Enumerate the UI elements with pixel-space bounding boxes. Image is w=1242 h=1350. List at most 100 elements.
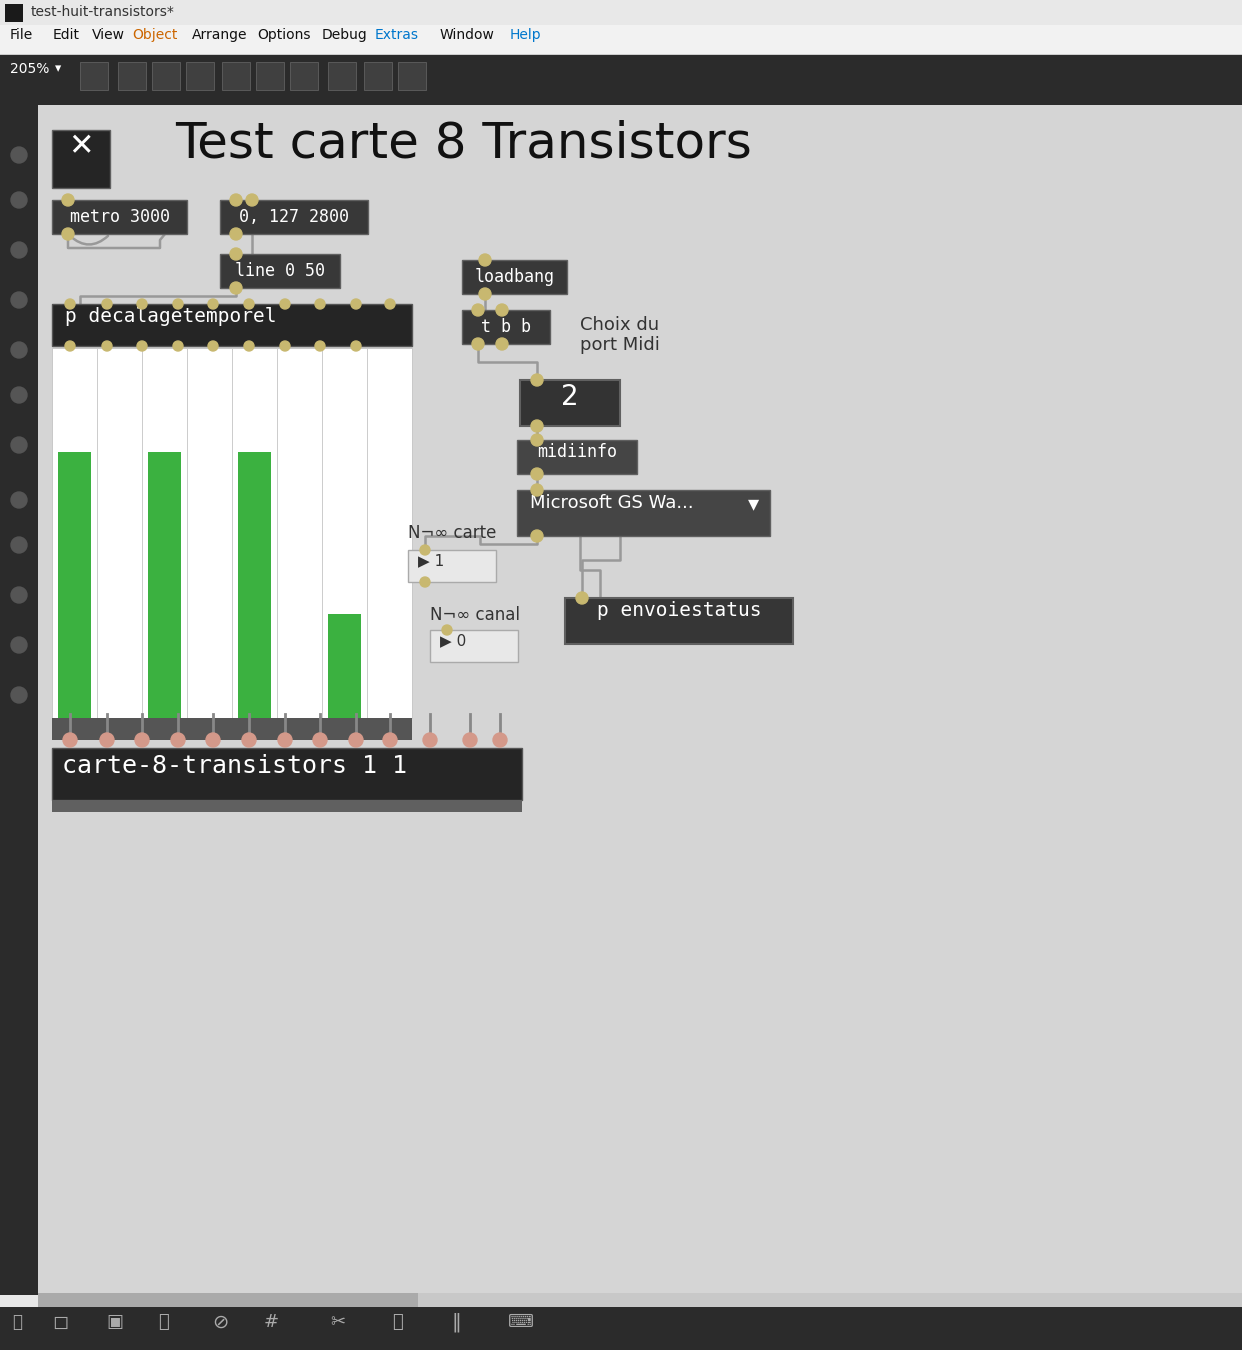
- Circle shape: [385, 298, 395, 309]
- Bar: [0, 26, 1242, 55]
- Circle shape: [313, 733, 327, 747]
- Circle shape: [65, 298, 75, 309]
- Text: 🔒: 🔒: [12, 1314, 22, 1331]
- Circle shape: [532, 485, 543, 495]
- Circle shape: [424, 733, 437, 747]
- Text: p envoiestatus: p envoiestatus: [596, 601, 761, 620]
- Bar: [237, 452, 271, 718]
- Text: 2: 2: [561, 383, 579, 410]
- Text: Object: Object: [132, 28, 178, 42]
- Text: line 0 50: line 0 50: [235, 262, 325, 279]
- Circle shape: [11, 147, 27, 163]
- Bar: [5, 4, 24, 22]
- Circle shape: [11, 387, 27, 404]
- Bar: [565, 598, 792, 644]
- Circle shape: [420, 545, 430, 555]
- Circle shape: [11, 242, 27, 258]
- Bar: [256, 62, 284, 90]
- Text: port Midi: port Midi: [580, 336, 660, 354]
- Circle shape: [243, 298, 255, 309]
- Text: ▶ 0: ▶ 0: [440, 633, 466, 648]
- Text: ▾: ▾: [55, 62, 61, 76]
- Bar: [220, 200, 368, 234]
- Text: #: #: [265, 1314, 279, 1331]
- Bar: [462, 310, 550, 344]
- Bar: [148, 533, 181, 718]
- Circle shape: [62, 194, 75, 207]
- Circle shape: [11, 491, 27, 508]
- Circle shape: [171, 733, 185, 747]
- Bar: [52, 801, 522, 811]
- Circle shape: [102, 298, 112, 309]
- Bar: [57, 452, 92, 718]
- Circle shape: [230, 228, 242, 240]
- Text: p decalagetemporel: p decalagetemporel: [65, 306, 277, 325]
- Circle shape: [532, 468, 543, 481]
- Text: N¬∞ canal: N¬∞ canal: [430, 606, 520, 624]
- Circle shape: [102, 342, 112, 351]
- Bar: [39, 1293, 1242, 1307]
- Text: File: File: [10, 28, 34, 42]
- Text: 205%: 205%: [10, 62, 50, 76]
- Circle shape: [63, 733, 77, 747]
- Circle shape: [279, 342, 289, 351]
- Circle shape: [11, 587, 27, 603]
- Circle shape: [242, 733, 256, 747]
- Text: Debug: Debug: [322, 28, 368, 42]
- Circle shape: [351, 298, 361, 309]
- Bar: [52, 304, 412, 346]
- Circle shape: [11, 292, 27, 308]
- Bar: [39, 1293, 419, 1307]
- Bar: [186, 62, 214, 90]
- Circle shape: [11, 342, 27, 358]
- Text: carte-8-transistors 1 1: carte-8-transistors 1 1: [62, 755, 407, 778]
- Circle shape: [246, 194, 258, 207]
- Bar: [52, 748, 522, 801]
- Text: Arrange: Arrange: [193, 28, 247, 42]
- Circle shape: [315, 298, 325, 309]
- Circle shape: [135, 733, 149, 747]
- Bar: [0, 105, 39, 1295]
- Circle shape: [206, 733, 220, 747]
- Circle shape: [479, 254, 491, 266]
- Bar: [52, 348, 412, 718]
- Bar: [430, 630, 518, 662]
- Circle shape: [420, 576, 430, 587]
- Circle shape: [207, 342, 219, 351]
- Bar: [152, 62, 180, 90]
- Circle shape: [207, 298, 219, 309]
- Text: Microsoft GS Wa...: Microsoft GS Wa...: [530, 494, 693, 512]
- Bar: [462, 261, 568, 294]
- Bar: [289, 62, 318, 90]
- Bar: [328, 62, 356, 90]
- Bar: [52, 130, 111, 188]
- Text: ⌨: ⌨: [508, 1314, 534, 1331]
- Bar: [57, 533, 92, 718]
- Text: N¬∞ carte: N¬∞ carte: [409, 524, 497, 541]
- Bar: [0, 1307, 1242, 1350]
- Text: ‖: ‖: [452, 1314, 462, 1332]
- Circle shape: [576, 593, 587, 603]
- Circle shape: [278, 733, 292, 747]
- Text: Window: Window: [440, 28, 494, 42]
- Circle shape: [137, 342, 147, 351]
- Circle shape: [11, 437, 27, 454]
- Circle shape: [493, 733, 507, 747]
- Bar: [409, 549, 496, 582]
- Circle shape: [532, 433, 543, 446]
- Text: Options: Options: [257, 28, 310, 42]
- Text: midiinfo: midiinfo: [537, 443, 617, 460]
- Text: loadbang: loadbang: [474, 269, 554, 286]
- Bar: [148, 452, 181, 718]
- Circle shape: [496, 338, 508, 350]
- Bar: [220, 254, 340, 288]
- Circle shape: [315, 342, 325, 351]
- Bar: [52, 718, 412, 740]
- Bar: [517, 490, 770, 536]
- Bar: [0, 0, 1242, 26]
- Circle shape: [279, 298, 289, 309]
- Circle shape: [351, 342, 361, 351]
- Bar: [118, 62, 147, 90]
- Circle shape: [463, 733, 477, 747]
- Text: ✂: ✂: [330, 1314, 345, 1331]
